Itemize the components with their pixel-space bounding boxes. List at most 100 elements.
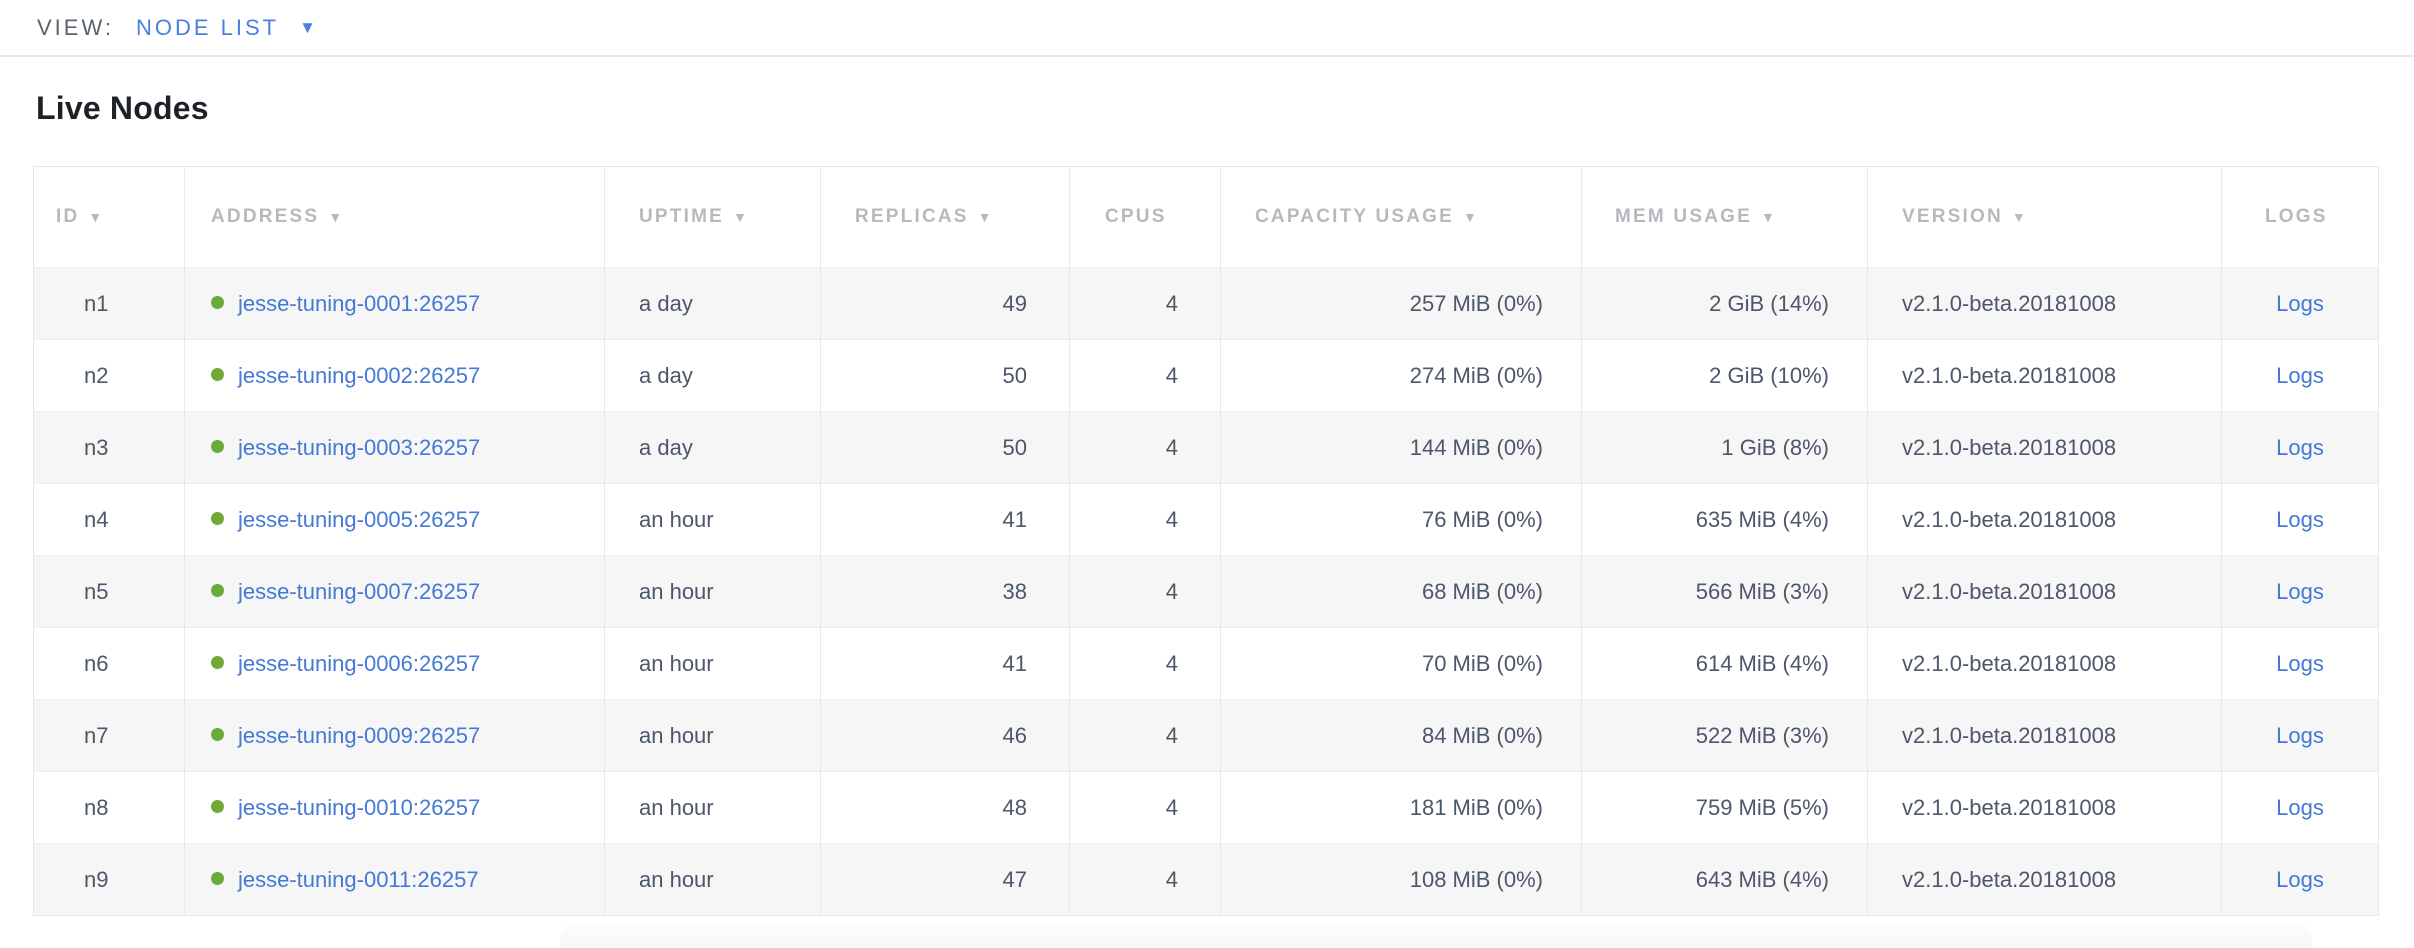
logs-link[interactable]: Logs (2276, 866, 2324, 892)
view-label: VIEW: (37, 14, 114, 40)
mem-cell: 2 GiB (14%) (1581, 267, 1868, 340)
column-header-label: LOGS (2265, 206, 2328, 227)
node-live-status-dot-icon (211, 656, 224, 670)
logs-cell: Logs (2221, 555, 2379, 628)
column-header-capacity[interactable]: CAPACITY USAGE ▼ (1220, 166, 1582, 268)
logs-link[interactable]: Logs (2276, 794, 2324, 820)
mem-cell: 2 GiB (10%) (1581, 339, 1868, 412)
table-row: n9 jesse-tuning-0011:26257 an hour 47 4 108 M… (33, 843, 2379, 916)
logs-link[interactable]: Logs (2276, 578, 2324, 604)
sort-arrow-icon: ▼ (328, 209, 345, 225)
mem-cell: 1 GiB (8%) (1581, 411, 1868, 484)
capacity-cell: 70 MiB (0%) (1220, 627, 1582, 700)
logs-cell: Logs (2221, 483, 2379, 556)
mem-cell: 614 MiB (4%) (1581, 627, 1868, 700)
table-row: n1 jesse-tuning-0001:26257 a day 49 4 257 MiB… (33, 267, 2379, 340)
node-address-link[interactable]: jesse-tuning-0005:26257 (238, 506, 481, 532)
capacity-cell: 257 MiB (0%) (1220, 267, 1582, 340)
node-address-link[interactable]: jesse-tuning-0001:26257 (238, 290, 481, 316)
column-header-label: VERSION (1902, 206, 2003, 227)
node-address-cell: jesse-tuning-0006:26257 (184, 627, 605, 700)
logs-link[interactable]: Logs (2276, 650, 2324, 676)
uptime-cell: an hour (604, 843, 821, 916)
node-address-cell: jesse-tuning-0005:26257 (184, 483, 605, 556)
logs-cell: Logs (2221, 771, 2379, 844)
uptime-cell: a day (604, 339, 821, 412)
sort-arrow-icon: ▼ (977, 209, 994, 225)
logs-link[interactable]: Logs (2276, 506, 2324, 532)
id-cell: n3 (33, 411, 185, 484)
sort-arrow-icon: ▼ (2011, 209, 2028, 225)
page-title: Live Nodes (36, 90, 209, 126)
id-cell: n7 (33, 699, 185, 772)
node-address-cell: jesse-tuning-0009:26257 (184, 699, 605, 772)
logs-link[interactable]: Logs (2276, 722, 2324, 748)
logs-link[interactable]: Logs (2276, 434, 2324, 460)
id-cell: n1 (33, 267, 185, 340)
table-row: n3 jesse-tuning-0003:26257 a day 50 4 144 MiB… (33, 411, 2379, 484)
node-address-link[interactable]: jesse-tuning-0002:26257 (238, 362, 481, 388)
column-header-version[interactable]: VERSION ▼ (1867, 166, 2222, 268)
cpus-cell: 4 (1069, 267, 1221, 340)
node-live-status-dot-icon (211, 728, 224, 742)
version-cell: v2.1.0-beta.20181008 (1867, 555, 2222, 628)
replicas-cell: 48 (820, 771, 1070, 844)
replicas-cell: 41 (820, 483, 1070, 556)
version-cell: v2.1.0-beta.20181008 (1867, 699, 2222, 772)
node-address-link[interactable]: jesse-tuning-0009:26257 (238, 722, 481, 748)
id-cell: n5 (33, 555, 185, 628)
column-header-label: UPTIME (639, 206, 724, 227)
uptime-cell: an hour (604, 771, 821, 844)
version-cell: v2.1.0-beta.20181008 (1867, 843, 2222, 916)
mem-cell: 566 MiB (3%) (1581, 555, 1868, 628)
sort-arrow-icon: ▼ (1760, 209, 1778, 225)
cpus-cell: 4 (1069, 483, 1221, 556)
node-address-link[interactable]: jesse-tuning-0003:26257 (238, 434, 481, 460)
capacity-cell: 181 MiB (0%) (1220, 771, 1582, 844)
node-live-status-dot-icon (211, 800, 224, 814)
table-row: n2 jesse-tuning-0002:26257 a day 50 4 274 MiB… (33, 339, 2379, 412)
cpus-cell: 4 (1069, 771, 1221, 844)
column-header-uptime[interactable]: UPTIME ▼ (604, 166, 821, 268)
table-body: n1 jesse-tuning-0001:26257 a day 49 4 257 MiB… (33, 267, 2379, 916)
uptime-cell: an hour (604, 699, 821, 772)
logs-link[interactable]: Logs (2276, 290, 2324, 316)
replicas-cell: 50 (820, 411, 1070, 484)
chevron-down-icon: ▼ (299, 18, 316, 37)
view-bar: VIEW: NODE LIST ▼ (0, 0, 2414, 57)
sort-arrow-icon: ▼ (732, 209, 750, 225)
replicas-cell: 50 (820, 339, 1070, 412)
uptime-cell: an hour (604, 483, 821, 556)
logs-cell: Logs (2221, 699, 2379, 772)
capacity-cell: 108 MiB (0%) (1220, 843, 1582, 916)
column-header-replicas[interactable]: REPLICAS ▼ (820, 166, 1070, 268)
table-row: n8 jesse-tuning-0010:26257 an hour 48 4 181 M… (33, 771, 2379, 844)
table-row: n6 jesse-tuning-0006:26257 an hour 41 4 70 Mi… (33, 627, 2379, 700)
replicas-cell: 49 (820, 267, 1070, 340)
live-nodes-section: Live Nodes ID ▼ ADDRESS ▼ UPTIME ▼ REPLICAS ▼ CP… (0, 90, 2414, 916)
table-row: n7 jesse-tuning-0009:26257 an hour 46 4 84 Mi… (33, 699, 2379, 772)
node-live-status-dot-icon (211, 440, 224, 454)
capacity-cell: 76 MiB (0%) (1220, 483, 1582, 556)
replicas-cell: 41 (820, 627, 1070, 700)
column-header-id[interactable]: ID ▼ (33, 166, 185, 268)
column-header-mem[interactable]: MEM USAGE ▼ (1581, 166, 1868, 268)
version-cell: v2.1.0-beta.20181008 (1867, 627, 2222, 700)
node-address-link[interactable]: jesse-tuning-0011:26257 (238, 866, 479, 892)
live-nodes-table: ID ▼ ADDRESS ▼ UPTIME ▼ REPLICAS ▼ CPUS CAPACITY … (33, 166, 2379, 916)
column-header-address[interactable]: ADDRESS ▼ (184, 166, 605, 268)
node-address-link[interactable]: jesse-tuning-0007:26257 (238, 578, 481, 604)
logs-cell: Logs (2221, 339, 2379, 412)
mem-cell: 759 MiB (5%) (1581, 771, 1868, 844)
version-cell: v2.1.0-beta.20181008 (1867, 339, 2222, 412)
capacity-cell: 68 MiB (0%) (1220, 555, 1582, 628)
replicas-cell: 38 (820, 555, 1070, 628)
view-selector-dropdown[interactable]: NODE LIST ▼ (136, 15, 316, 41)
column-header-logs: LOGS (2221, 166, 2379, 268)
id-cell: n4 (33, 483, 185, 556)
logs-link[interactable]: Logs (2276, 362, 2324, 388)
node-address-link[interactable]: jesse-tuning-0010:26257 (238, 794, 481, 820)
node-address-link[interactable]: jesse-tuning-0006:26257 (238, 650, 481, 676)
sort-arrow-icon: ▼ (88, 209, 105, 225)
node-address-cell: jesse-tuning-0010:26257 (184, 771, 605, 844)
